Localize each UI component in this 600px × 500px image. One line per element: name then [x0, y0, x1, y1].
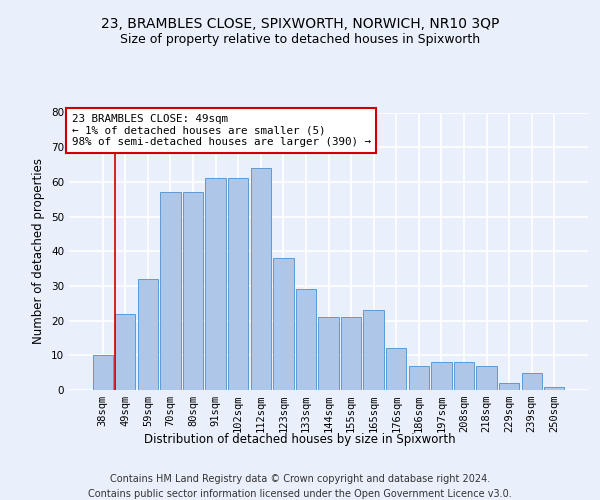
- Bar: [251, 168, 271, 390]
- Y-axis label: Number of detached properties: Number of detached properties: [32, 158, 46, 344]
- Bar: [431, 362, 452, 390]
- Text: Contains HM Land Registry data © Crown copyright and database right 2024.: Contains HM Land Registry data © Crown c…: [110, 474, 490, 484]
- Bar: [454, 362, 474, 390]
- Bar: [138, 279, 158, 390]
- Bar: [160, 192, 181, 390]
- Bar: [544, 386, 565, 390]
- Bar: [228, 178, 248, 390]
- Bar: [499, 383, 519, 390]
- Text: Distribution of detached houses by size in Spixworth: Distribution of detached houses by size …: [144, 432, 456, 446]
- Bar: [319, 317, 338, 390]
- Bar: [205, 178, 226, 390]
- Bar: [296, 290, 316, 390]
- Bar: [386, 348, 406, 390]
- Bar: [409, 366, 429, 390]
- Bar: [364, 310, 384, 390]
- Text: Size of property relative to detached houses in Spixworth: Size of property relative to detached ho…: [120, 32, 480, 46]
- Bar: [273, 258, 293, 390]
- Text: 23 BRAMBLES CLOSE: 49sqm
← 1% of detached houses are smaller (5)
98% of semi-det: 23 BRAMBLES CLOSE: 49sqm ← 1% of detache…: [71, 114, 371, 147]
- Bar: [115, 314, 136, 390]
- Bar: [476, 366, 497, 390]
- Bar: [92, 356, 113, 390]
- Text: 23, BRAMBLES CLOSE, SPIXWORTH, NORWICH, NR10 3QP: 23, BRAMBLES CLOSE, SPIXWORTH, NORWICH, …: [101, 18, 499, 32]
- Bar: [183, 192, 203, 390]
- Text: Contains public sector information licensed under the Open Government Licence v3: Contains public sector information licen…: [88, 489, 512, 499]
- Bar: [341, 317, 361, 390]
- Bar: [521, 372, 542, 390]
